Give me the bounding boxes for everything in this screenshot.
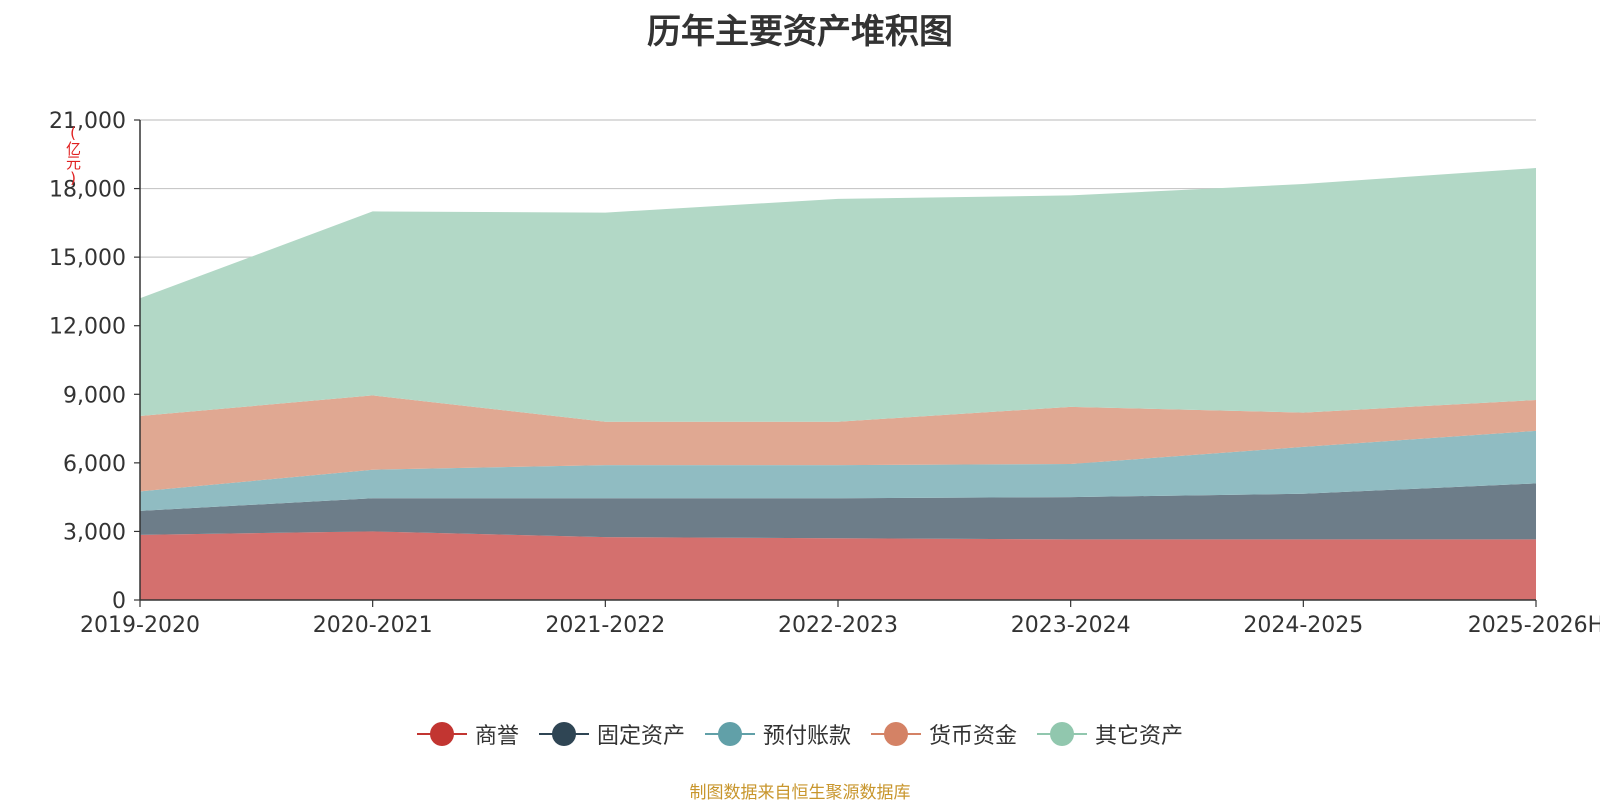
y-axis-unit-label: (亿元) bbox=[64, 124, 82, 186]
source-note: 制图数据来自恒生聚源数据库 bbox=[689, 783, 911, 803]
legend: 商誉 固定资产 预付账款 货币资金 其它资产 bbox=[0, 718, 1600, 750]
axes: 0 3,000 6,000 9,000 12,000 15,000 18,000 21,000… bbox=[49, 109, 1600, 638]
y-tick-label: 21,000 bbox=[49, 109, 126, 134]
legend-label: 预付账款 bbox=[762, 724, 851, 749]
legend-label: 其它资产 bbox=[1095, 724, 1184, 749]
area-series bbox=[140, 168, 1536, 600]
legend-item[interactable]: 预付账款 bbox=[704, 718, 851, 750]
y-tick-label: 3,000 bbox=[63, 520, 126, 545]
y-tick-label: 15,000 bbox=[49, 246, 126, 271]
legend-label: 商誉 bbox=[474, 724, 519, 749]
area-货币资金 bbox=[140, 395, 1536, 492]
y-tick-label: 12,000 bbox=[49, 315, 126, 340]
legend-label: 货币资金 bbox=[929, 724, 1018, 749]
area-预付账款 bbox=[140, 430, 1536, 511]
area-商誉 bbox=[140, 531, 1536, 600]
x-tick-label: 2024-2025 bbox=[1243, 613, 1363, 638]
area-固定资产 bbox=[140, 483, 1536, 540]
y-tick-label: 9,000 bbox=[63, 383, 126, 408]
y-tick-label: 18,000 bbox=[49, 178, 126, 203]
legend-item[interactable]: 其它资产 bbox=[1037, 718, 1183, 750]
legend-marker bbox=[871, 722, 921, 746]
x-tick-label: 2022-2023 bbox=[778, 613, 898, 638]
area-其它资产 bbox=[140, 168, 1536, 422]
legend-marker bbox=[538, 722, 589, 746]
x-tick-label: 2019-2020 bbox=[80, 613, 200, 638]
chart-title: 历年主要资产堆积图 bbox=[647, 12, 953, 52]
x-tick-label: 2020-2021 bbox=[313, 613, 433, 638]
x-tick-label: 2023-2024 bbox=[1011, 613, 1131, 638]
x-tick-label: 2021-2022 bbox=[545, 613, 665, 638]
y-tick-label: 0 bbox=[112, 589, 126, 614]
legend-marker bbox=[1037, 722, 1088, 746]
legend-marker bbox=[704, 722, 755, 746]
legend-label: 固定资产 bbox=[596, 724, 685, 749]
legend-item[interactable]: 商誉 bbox=[416, 718, 519, 750]
x-tick-label: 2025-2026H bbox=[1468, 613, 1600, 638]
legend-item[interactable]: 固定资产 bbox=[538, 718, 685, 750]
legend-marker bbox=[416, 722, 467, 746]
y-tick-label: 6,000 bbox=[63, 452, 126, 477]
legend-item[interactable]: 货币资金 bbox=[871, 718, 1017, 750]
